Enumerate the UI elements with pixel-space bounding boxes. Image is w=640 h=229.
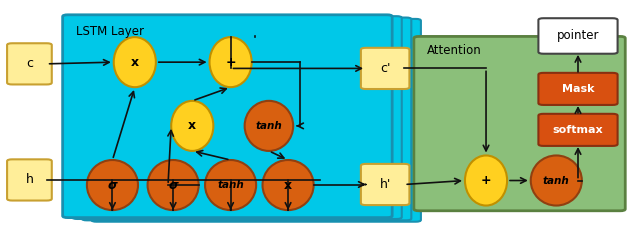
Text: h: h	[26, 173, 33, 186]
FancyBboxPatch shape	[361, 48, 410, 89]
Text: tanh: tanh	[543, 175, 570, 185]
FancyBboxPatch shape	[72, 16, 402, 219]
Text: +: +	[225, 56, 236, 69]
Ellipse shape	[148, 160, 198, 210]
Text: c': c'	[380, 62, 390, 75]
Text: h': h'	[380, 178, 391, 191]
Text: pointer: pointer	[557, 30, 599, 42]
FancyBboxPatch shape	[538, 73, 618, 105]
FancyBboxPatch shape	[7, 159, 52, 201]
Text: σ: σ	[108, 179, 117, 192]
Ellipse shape	[209, 37, 252, 87]
FancyBboxPatch shape	[361, 164, 410, 205]
FancyBboxPatch shape	[538, 114, 618, 146]
Text: tanh: tanh	[217, 180, 244, 190]
Text: x: x	[131, 56, 139, 69]
FancyBboxPatch shape	[82, 18, 412, 220]
Text: +: +	[481, 174, 492, 187]
FancyBboxPatch shape	[63, 15, 392, 218]
Text: Attention: Attention	[428, 44, 482, 57]
Ellipse shape	[244, 101, 293, 151]
Ellipse shape	[172, 101, 213, 151]
Text: σ: σ	[168, 179, 178, 192]
Ellipse shape	[87, 160, 138, 210]
Text: Mask: Mask	[562, 84, 595, 94]
Text: x: x	[284, 179, 292, 192]
Ellipse shape	[114, 37, 156, 87]
Text: c: c	[26, 57, 33, 70]
Ellipse shape	[205, 160, 256, 210]
FancyBboxPatch shape	[538, 18, 618, 54]
Ellipse shape	[531, 155, 582, 206]
Text: x: x	[188, 119, 196, 132]
Ellipse shape	[262, 160, 314, 210]
FancyBboxPatch shape	[92, 19, 421, 222]
Text: LSTM Layer: LSTM Layer	[76, 25, 144, 38]
Ellipse shape	[465, 155, 507, 206]
FancyBboxPatch shape	[414, 36, 625, 211]
FancyBboxPatch shape	[7, 43, 52, 85]
Text: tanh: tanh	[255, 121, 282, 131]
Text: softmax: softmax	[553, 125, 604, 135]
